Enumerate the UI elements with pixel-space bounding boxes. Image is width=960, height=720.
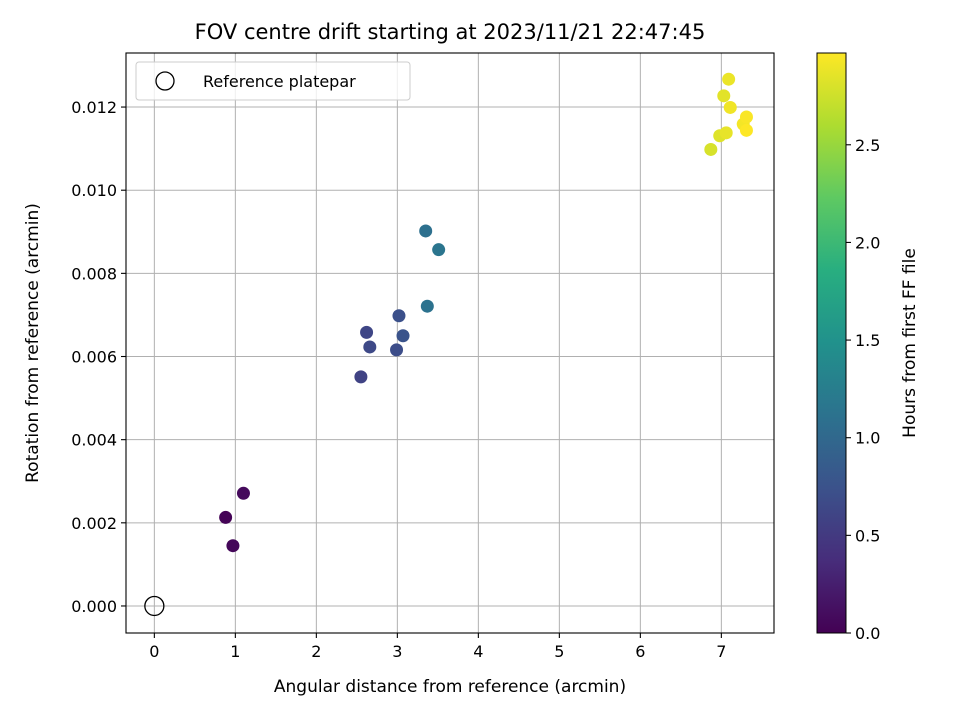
data-point (360, 325, 374, 339)
legend: Reference platepar (135, 61, 411, 101)
data-point (219, 510, 233, 524)
data-point (723, 100, 737, 114)
colorbar-tick-label: 2.5 (855, 136, 880, 155)
legend-label-reference: Reference platepar (203, 72, 356, 91)
y-tick-label: 0.010 (71, 181, 117, 200)
colorbar-label: Hours from first FF file (900, 248, 920, 438)
colorbar-tick-label: 0.0 (855, 624, 880, 643)
x-tick-label: 2 (311, 642, 321, 661)
data-point (719, 126, 733, 140)
legend-marker-reference (155, 71, 175, 91)
colorbar-tick-label: 1.0 (855, 429, 880, 448)
data-point (739, 123, 753, 137)
x-tick-label: 6 (635, 642, 645, 661)
data-point (390, 343, 404, 357)
y-tick-label: 0.006 (71, 348, 117, 367)
data-point (420, 299, 434, 313)
x-tick-label: 0 (149, 642, 159, 661)
data-point (432, 243, 446, 257)
x-tick-label: 1 (230, 642, 240, 661)
colorbar-tick-label: 1.5 (855, 331, 880, 350)
colorbar-tick-label: 2.0 (855, 233, 880, 252)
colorbar-ticks: 0.0 0.5 1.0 1.5 2.0 2.5 (846, 136, 880, 643)
data-point (363, 340, 377, 354)
y-tick-label: 0.004 (71, 431, 117, 450)
x-tick-label: 5 (554, 642, 564, 661)
data-point (717, 89, 731, 103)
data-point (226, 539, 240, 553)
y-tick-label: 0.012 (71, 98, 117, 117)
data-point (739, 110, 753, 124)
y-tick-label: 0.000 (71, 597, 117, 616)
data-point (236, 486, 250, 500)
grid (126, 53, 774, 633)
x-tick-label: 7 (716, 642, 726, 661)
x-tick-label: 4 (473, 642, 483, 661)
y-axis-label: Rotation from reference (arcmin) (23, 203, 43, 483)
chart-title: FOV centre drift starting at 2023/11/21 … (195, 20, 706, 44)
x-axis-label: Angular distance from reference (arcmin) (274, 677, 626, 697)
data-points (144, 72, 753, 617)
y-tick-label: 0.002 (71, 514, 117, 533)
legend-box (135, 61, 411, 101)
x-tick-label: 3 (392, 642, 402, 661)
colorbar: 0.0 0.5 1.0 1.5 2.0 2.5 Hours from first FF f… (816, 52, 920, 643)
axis-ticks: 0 1 2 3 4 5 6 7 0.000 0.002 0.004 0.006 0.008 0.010 0.… (71, 98, 726, 661)
colorbar-gradient (816, 52, 847, 634)
plot-frame (125, 52, 775, 634)
colorbar-tick-label: 0.5 (855, 526, 880, 545)
data-point (419, 224, 433, 238)
data-point (722, 72, 736, 86)
data-point (392, 309, 406, 323)
data-point (704, 142, 718, 156)
data-point (354, 370, 368, 384)
y-tick-label: 0.008 (71, 264, 117, 283)
reference-point (144, 595, 165, 617)
data-point (396, 329, 410, 343)
